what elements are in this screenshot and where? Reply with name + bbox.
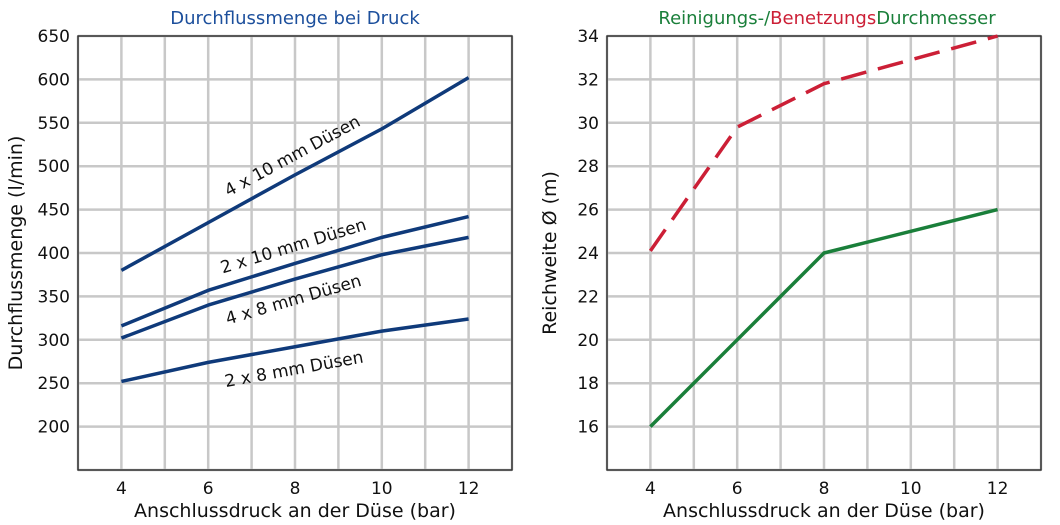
y-axis-label: Durchflussmenge (l/min) — [5, 136, 27, 371]
chart-title-part: Reinigungs-/ — [658, 8, 771, 29]
chart-title-part: Durchmesser — [876, 8, 996, 29]
y-tick-label: 32 — [577, 70, 599, 90]
series-line — [120, 76, 470, 272]
spray-diameter-chart-svg: 16 18 20 22 24 26 28 30 32 34 4 6 8 10 12Anschlussdruc… — [539, 8, 1043, 522]
x-tick-label: 12 — [458, 479, 480, 499]
y-tick-label: 250 — [38, 374, 70, 394]
x-tick-label: 10 — [371, 479, 393, 499]
flow-rate-chart: 200 250 300 350 400 450 500 550 600 650 4 6 8 10 12 Ans… — [5, 8, 514, 522]
flow-rate-chart-svg: 200 250 300 350 400 450 500 550 600 650 4 6 8 10 12Ans… — [5, 8, 514, 522]
y-tick-label: 24 — [577, 244, 599, 264]
series-line — [649, 207, 999, 428]
y-tick-label: 34 — [577, 27, 599, 47]
y-tick-label: 30 — [577, 114, 599, 134]
x-tick-label: 10 — [900, 479, 922, 499]
x-tick-label: 4 — [116, 479, 127, 499]
y-tick-label: 18 — [577, 374, 599, 394]
x-tick-label: 6 — [732, 479, 743, 499]
series-line — [121, 317, 469, 384]
series-line — [648, 34, 999, 252]
x-tick-label: 8 — [819, 479, 830, 499]
y-tick-label: 200 — [38, 418, 70, 438]
x-tick-label: 4 — [645, 479, 656, 499]
y-tick-label: 550 — [38, 114, 70, 134]
y-tick-label: 350 — [38, 287, 70, 307]
x-axis-label: Anschlussdruck an der Düse (bar) — [663, 500, 985, 522]
series-label: 4 x 10 mm Düsen — [221, 112, 364, 201]
y-tick-label: 600 — [38, 70, 70, 90]
y-tick-label: 300 — [38, 331, 70, 351]
y-tick-label: 650 — [38, 27, 70, 47]
chart-title: Reinigungs-/BenetzungsDurchmesser — [658, 8, 996, 29]
chart-title: Durchflussmenge bei Druck — [170, 8, 420, 29]
y-axis-label: Reichweite Ø (m) — [539, 171, 561, 335]
y-tick-label: 450 — [38, 201, 70, 221]
y-tick-label: 22 — [577, 287, 599, 307]
x-tick-label: 12 — [987, 479, 1009, 499]
x-tick-label: 6 — [203, 479, 214, 499]
y-tick-label: 26 — [577, 201, 599, 221]
y-tick-label: 500 — [38, 157, 70, 177]
series-line — [120, 214, 470, 328]
x-axis-label: Anschlussdruck an der Düse (bar) — [134, 500, 456, 522]
x-tick-label: 8 — [290, 479, 301, 499]
plot-frame — [77, 35, 513, 471]
y-tick-label: 400 — [38, 244, 70, 264]
y-tick-label: 28 — [577, 157, 599, 177]
series-line — [120, 235, 469, 340]
plot-frame — [606, 35, 1042, 471]
y-tick-label: 16 — [577, 418, 599, 438]
y-tick-label: 20 — [577, 331, 599, 351]
spray-diameter-chart: 16 18 20 22 24 26 28 30 32 34 4 6 8 10 12 Anschlussdruc… — [530, 0, 1060, 525]
chart-title-part: Benetzungs — [770, 8, 876, 29]
